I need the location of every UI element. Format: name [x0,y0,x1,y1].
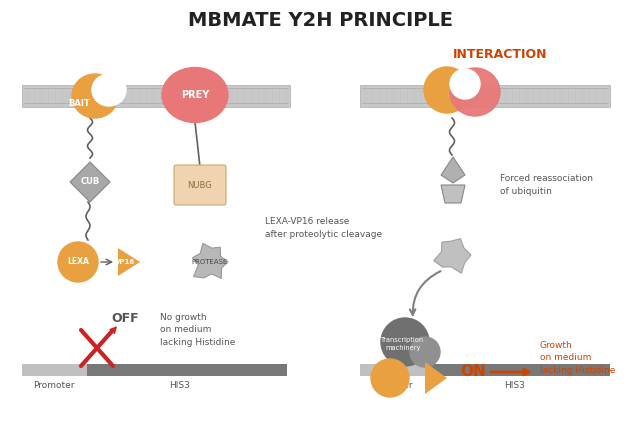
FancyBboxPatch shape [174,165,226,205]
Text: PROTEASE: PROTEASE [192,259,228,265]
Bar [22,85,290,107]
Polygon shape [425,362,447,394]
Bar [22,364,87,376]
Ellipse shape [72,74,118,118]
Text: MBMATE Y2H PRINCIPLE: MBMATE Y2H PRINCIPLE [188,10,453,30]
Polygon shape [441,185,465,203]
Polygon shape [441,157,465,183]
Polygon shape [434,239,471,273]
Polygon shape [192,243,228,278]
Text: LEXA-VP16 release
after proteolytic cleavage: LEXA-VP16 release after proteolytic clea… [265,217,382,239]
Ellipse shape [450,68,500,116]
Text: NUBG: NUBG [188,181,212,190]
Ellipse shape [92,74,126,106]
Text: Transcription
machinery: Transcription machinery [381,337,424,351]
Ellipse shape [450,69,480,99]
Bar [87,364,287,376]
Text: LEXA: LEXA [67,257,89,266]
Polygon shape [118,248,140,276]
Bar [425,364,610,376]
Circle shape [58,242,98,282]
Text: No growth
on medium
lacking Histidine: No growth on medium lacking Histidine [160,313,235,347]
Text: HIS3: HIS3 [170,381,190,391]
Circle shape [410,337,440,367]
Text: PREY: PREY [181,90,209,100]
Text: ON: ON [460,364,486,380]
Text: VP16: VP16 [115,259,135,265]
Bar [360,85,610,107]
Circle shape [381,318,429,366]
Bar [360,364,425,376]
Text: OFF: OFF [111,312,139,325]
Ellipse shape [424,67,470,113]
Text: Growth
on medium
lacking Histidine: Growth on medium lacking Histidine [540,341,615,375]
Text: Promoter: Promoter [33,381,75,391]
Text: Promoter: Promoter [371,381,413,391]
Text: BAIT: BAIT [68,100,90,109]
Text: HIS3: HIS3 [504,381,526,391]
Text: INTERACTION: INTERACTION [453,49,547,62]
Text: Forced reassociation
of ubiquitin: Forced reassociation of ubiquitin [500,174,593,196]
Text: CUB: CUB [80,177,99,186]
Polygon shape [70,162,110,202]
Ellipse shape [162,67,228,122]
Circle shape [371,359,409,397]
